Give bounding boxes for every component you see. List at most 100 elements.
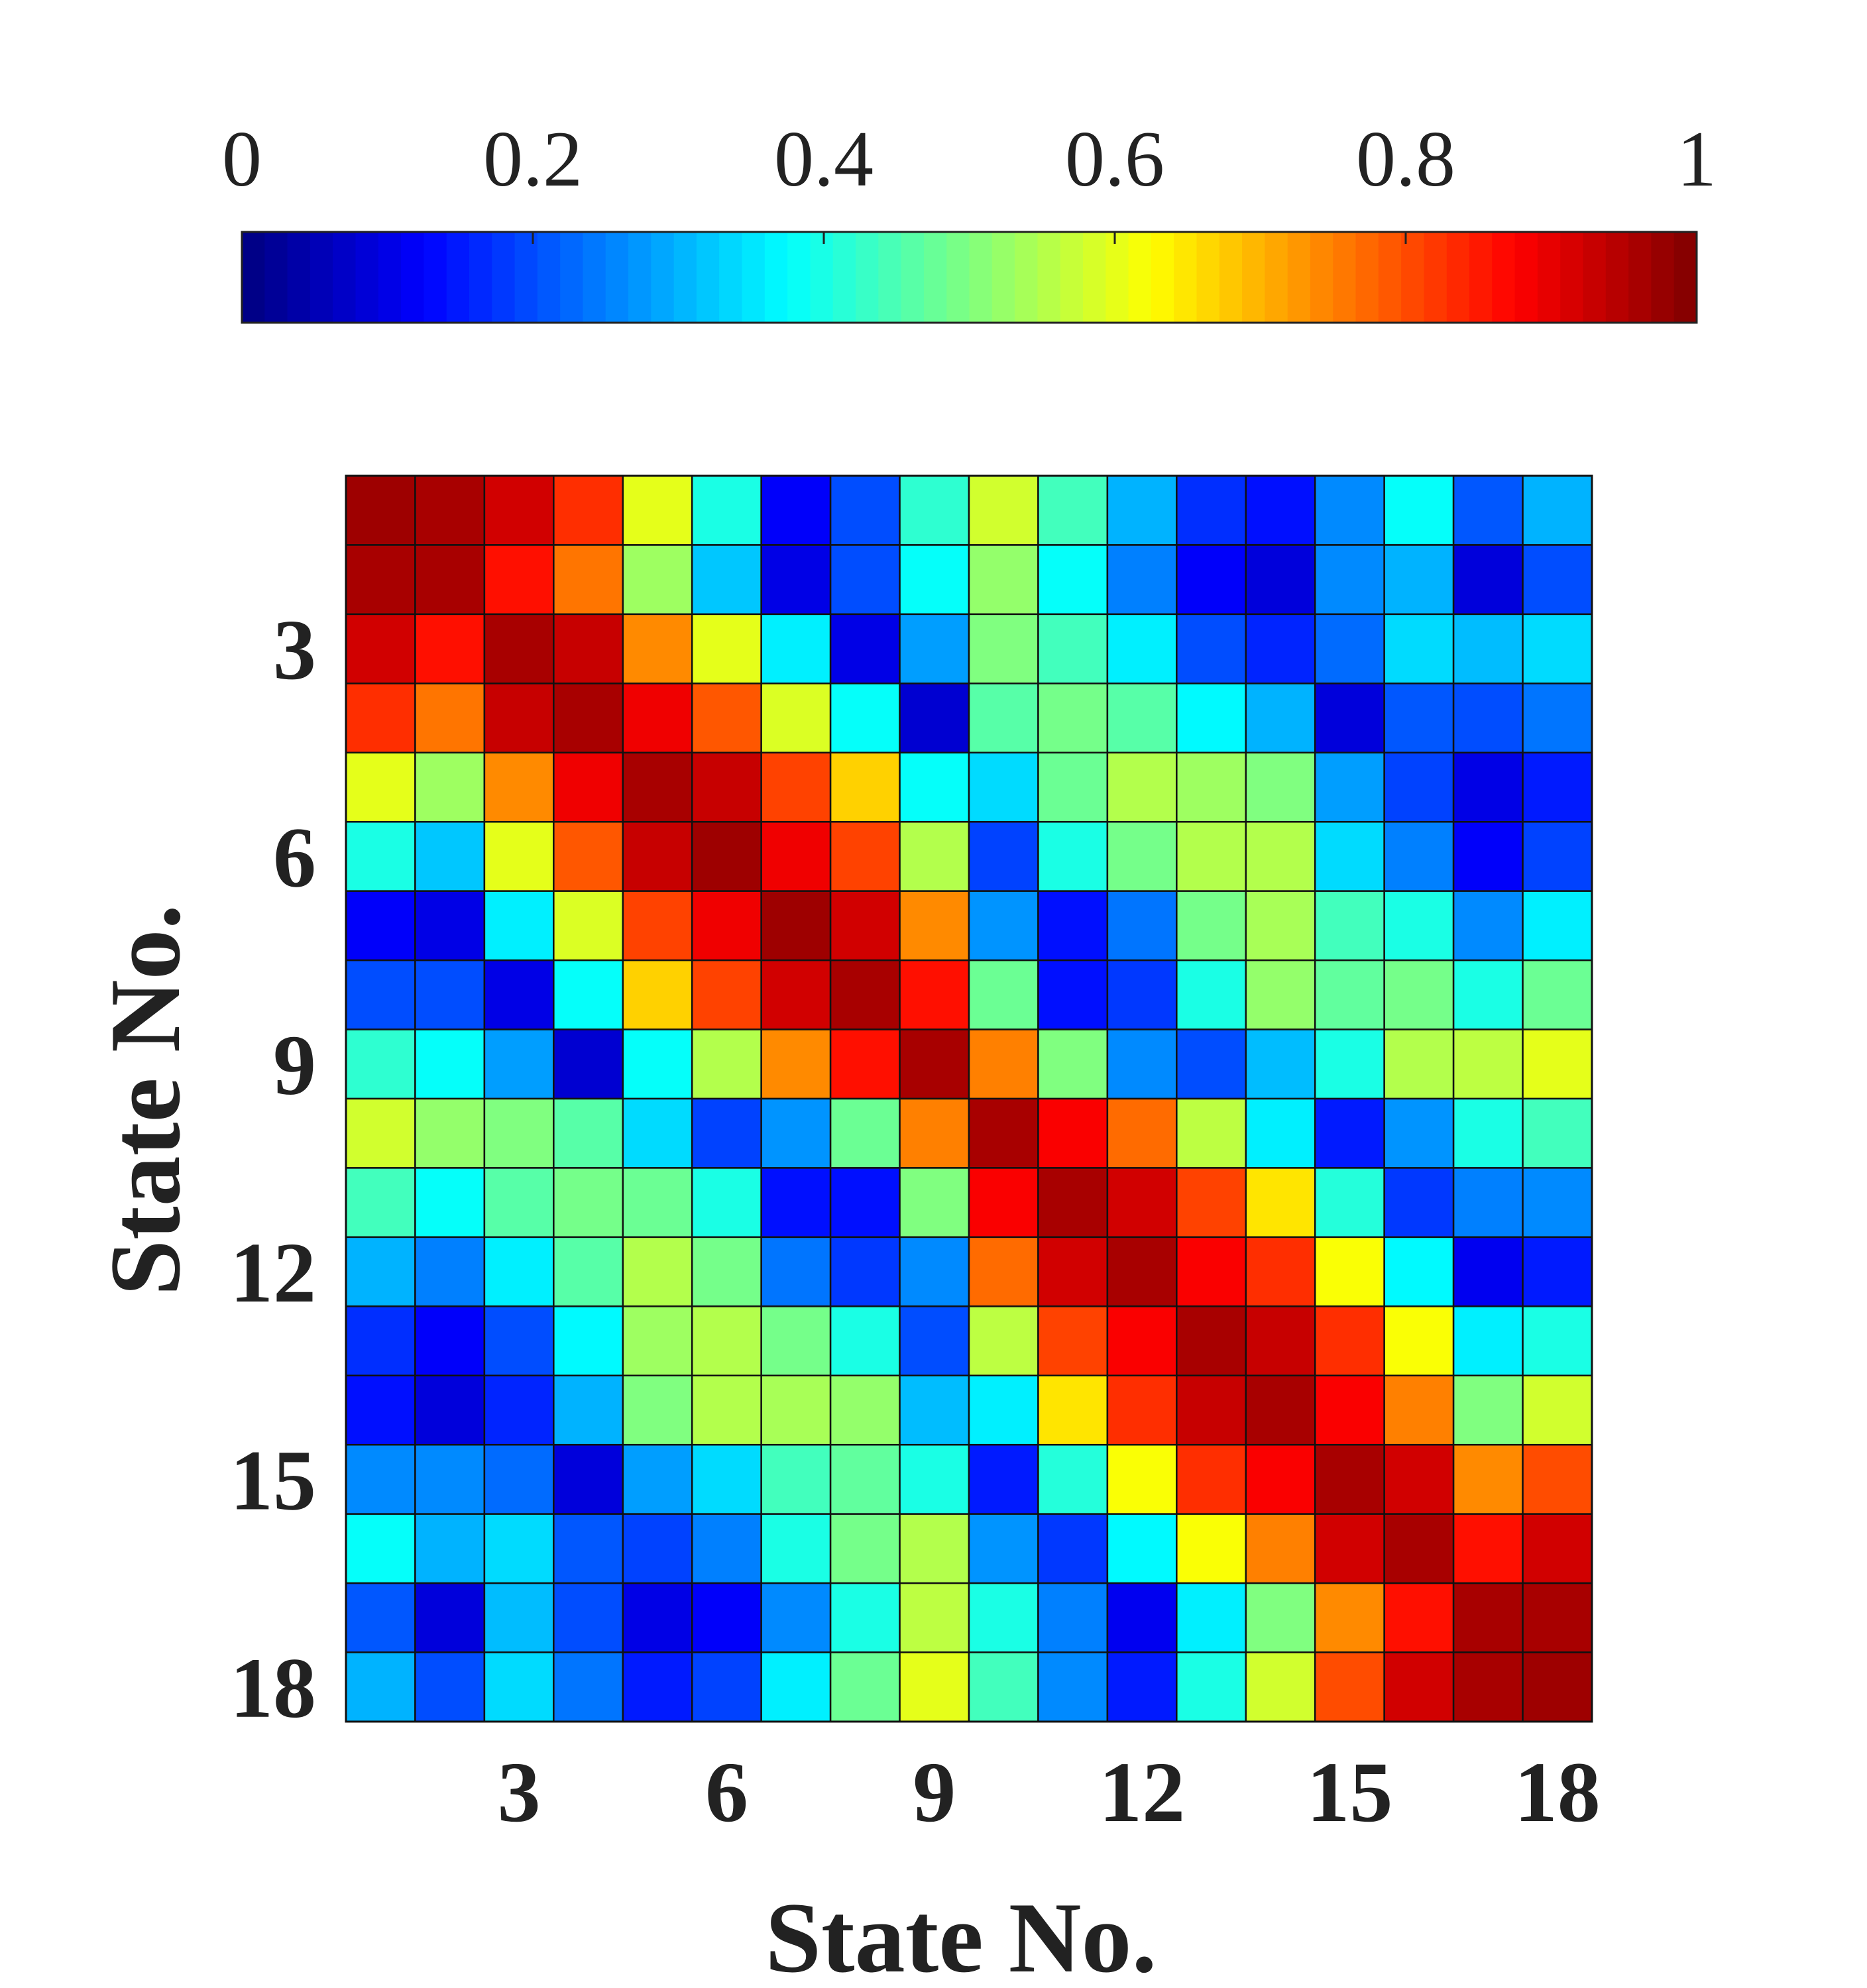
heatmap-cell (1383, 1651, 1455, 1723)
heatmap-cell (345, 1443, 416, 1515)
heatmap-cell (1106, 890, 1178, 962)
heatmap-cell (1522, 474, 1593, 546)
heatmap-cell (691, 1028, 762, 1100)
heatmap-cell (345, 683, 416, 754)
colorbar-step (1537, 232, 1561, 323)
heatmap-cell (483, 1028, 555, 1100)
heatmap-cell (899, 1167, 970, 1239)
colorbar-step (628, 232, 651, 323)
heatmap-cell (1383, 1305, 1455, 1377)
heatmap-cell (414, 1374, 486, 1446)
heatmap-cell (345, 1097, 416, 1169)
heatmap-cell (1522, 1651, 1593, 1723)
heatmap-cell (483, 1167, 555, 1239)
heatmap-cell (1522, 613, 1593, 685)
heatmap-cell (1176, 890, 1247, 962)
heatmap-cell (899, 890, 970, 962)
heatmap-cell (1245, 474, 1316, 546)
heatmap-cell (1314, 1651, 1385, 1723)
heatmap-cell (1106, 544, 1178, 616)
heatmap-cell (1245, 1582, 1316, 1653)
colorbar-step (514, 232, 538, 323)
heatmap-cell (1522, 1374, 1593, 1446)
colorbar-step (901, 232, 925, 323)
heatmap-cell (968, 1028, 1039, 1100)
colorbar-step (264, 232, 288, 323)
heatmap-cell (414, 890, 486, 962)
heatmap-cell (345, 820, 416, 892)
heatmap-cell (483, 683, 555, 754)
heatmap-cell (829, 544, 901, 616)
heatmap-cell (691, 1236, 762, 1307)
colorbar-step (469, 232, 492, 323)
heatmap-cell (1176, 959, 1247, 1030)
colorbar-step (537, 232, 561, 323)
heatmap-cell (829, 474, 901, 546)
heatmap-cell (1176, 1374, 1247, 1446)
heatmap-cell (829, 1097, 901, 1169)
x-axis-tick-labels: 3 6 9 12 15 18 (498, 1745, 1601, 1840)
heatmap-cell (1106, 1236, 1178, 1307)
heatmap-cell (553, 890, 624, 962)
heatmap-cell (760, 1513, 832, 1584)
heatmap-cell (1452, 613, 1524, 685)
heatmap-cell (1176, 683, 1247, 754)
colorbar-step (832, 232, 856, 323)
heatmap-cell (345, 1028, 416, 1100)
colorbar-step (1037, 232, 1061, 323)
heatmap-cell (1245, 544, 1316, 616)
heatmap-cell (1452, 1236, 1524, 1307)
heatmap-cell (1245, 613, 1316, 685)
heatmap-cell (829, 1305, 901, 1377)
heatmap-cell (1314, 683, 1385, 754)
heatmap-cell (483, 890, 555, 962)
heatmap-cell (622, 1028, 693, 1100)
heatmap-cell (691, 683, 762, 754)
colorbar-step (1651, 232, 1675, 323)
colorbar-step (1128, 232, 1152, 323)
colorbar-tick-label: 0.8 (1356, 115, 1455, 203)
heatmap-cell (345, 474, 416, 546)
heatmap-cell (414, 1582, 486, 1653)
heatmap-cell (1245, 1374, 1316, 1446)
heatmap-cell (691, 1651, 762, 1723)
colorbar-step (333, 232, 357, 323)
heatmap-cell (829, 959, 901, 1030)
heatmap-cell (1245, 820, 1316, 892)
heatmap-cell (483, 959, 555, 1030)
heatmap-cell (1314, 1443, 1385, 1515)
colorbar-tick-label: 0.6 (1065, 115, 1164, 203)
heatmap-cell (622, 1651, 693, 1723)
heatmap-cell (829, 751, 901, 823)
colorbar-step (1605, 232, 1629, 323)
colorbar-step (310, 232, 333, 323)
heatmap-cell (1314, 1305, 1385, 1377)
heatmap-cell (1176, 1167, 1247, 1239)
colorbar-step (1673, 232, 1697, 323)
colorbar-step (287, 232, 311, 323)
heatmap-cell (345, 1582, 416, 1653)
heatmap-cell (345, 890, 416, 962)
heatmap-cell (553, 1374, 624, 1446)
heatmap-cell (1383, 544, 1455, 616)
y-tick-label: 6 (273, 810, 316, 905)
heatmap-cell (691, 751, 762, 823)
colorbar-tick-label: 0.2 (483, 115, 583, 203)
heatmap-cell (1037, 751, 1109, 823)
heatmap-cell (968, 1305, 1039, 1377)
y-tick-label: 9 (273, 1018, 316, 1113)
heatmap-cell (1452, 1028, 1524, 1100)
heatmap-cell (483, 1651, 555, 1723)
heatmap-cell (1106, 820, 1178, 892)
heatmap-cell (345, 1374, 416, 1446)
heatmap-cell (760, 1305, 832, 1377)
heatmap-cell (1383, 890, 1455, 962)
heatmap-cell (622, 820, 693, 892)
heatmap-cell (968, 544, 1039, 616)
heatmap-cell (829, 1651, 901, 1723)
heatmap-cell (829, 890, 901, 962)
heatmap-cell (1037, 1582, 1109, 1653)
heatmap-cell (1106, 1028, 1178, 1100)
heatmap-cell (1522, 959, 1593, 1030)
